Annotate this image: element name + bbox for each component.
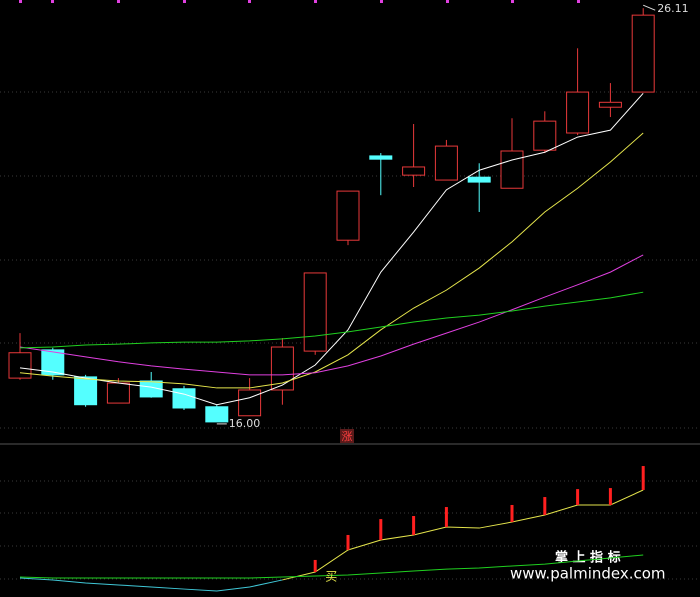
dot xyxy=(577,0,580,3)
top-dots xyxy=(19,0,580,3)
dot xyxy=(183,0,186,3)
candle-body xyxy=(74,376,98,406)
dot xyxy=(51,0,54,3)
dot xyxy=(446,0,449,3)
candle-body xyxy=(106,382,130,404)
candle-body xyxy=(467,176,491,183)
line xyxy=(19,577,283,592)
dot xyxy=(511,0,514,3)
dot xyxy=(248,0,251,3)
candle-body xyxy=(533,120,557,151)
candle-body xyxy=(631,14,655,93)
dot xyxy=(314,0,317,3)
candle-body xyxy=(434,145,458,181)
candle-body xyxy=(270,346,294,391)
dot xyxy=(380,0,383,3)
watermark-url: www.palmindex.com xyxy=(510,565,666,583)
dot xyxy=(117,0,120,3)
candle-body xyxy=(402,166,426,176)
watermark-title: 掌 上 指 标 xyxy=(555,550,621,566)
candle-body xyxy=(205,406,229,423)
max-label: 26.11 xyxy=(657,2,689,15)
candle-body xyxy=(238,389,262,417)
line xyxy=(282,489,644,581)
candle-body xyxy=(8,352,32,379)
badge-box xyxy=(340,429,354,443)
dot xyxy=(19,0,22,3)
grid xyxy=(0,91,700,580)
candle-body xyxy=(41,349,65,376)
line xyxy=(19,92,644,406)
candle-body xyxy=(598,101,622,108)
arrow xyxy=(643,4,656,11)
line xyxy=(19,254,644,376)
candle-body xyxy=(500,150,524,189)
candle-body xyxy=(172,388,196,409)
line xyxy=(19,291,644,349)
candle-body xyxy=(566,91,590,134)
line xyxy=(19,554,644,579)
marker-text: 涨 xyxy=(342,430,353,443)
candle-body xyxy=(336,190,360,241)
candle-body xyxy=(369,155,393,160)
signal-text: 买 xyxy=(325,570,337,584)
min-label: 16.00 xyxy=(229,417,260,430)
line xyxy=(19,132,644,389)
candle-body xyxy=(303,272,327,352)
